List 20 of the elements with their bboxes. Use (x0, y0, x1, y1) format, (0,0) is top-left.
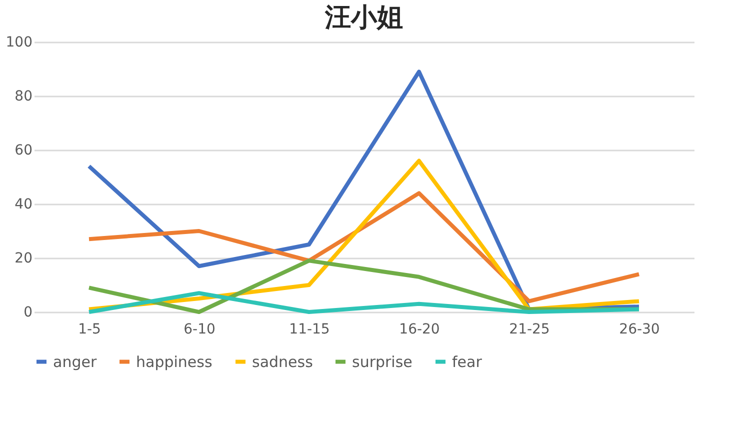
line-series (87, 191, 641, 304)
x-tick-label: 11-15 (289, 322, 330, 338)
x-tick-label: 21-25 (509, 322, 550, 338)
y-tick-label: 40 (14, 196, 32, 212)
y-tick-label: 0 (24, 304, 32, 320)
y-tick-label: 100 (6, 34, 32, 50)
legend-label: sadness (252, 352, 314, 371)
legend-label: surprise (352, 352, 412, 371)
x-tick-label: 16-20 (399, 322, 440, 338)
legend-label: anger (53, 352, 98, 371)
legend-label: happiness (136, 352, 212, 371)
chart-title: 汪小姐 (324, 3, 403, 33)
y-tick-label: 20 (14, 250, 32, 266)
y-tick-label: 80 (14, 88, 32, 104)
y-tick-label: 60 (14, 142, 32, 158)
line-series (87, 291, 641, 314)
x-tick-label: 6-10 (184, 322, 216, 338)
x-tick-label: 26-30 (619, 322, 660, 338)
x-tick-label: 1-5 (78, 322, 101, 338)
legend-label: fear (452, 352, 483, 371)
